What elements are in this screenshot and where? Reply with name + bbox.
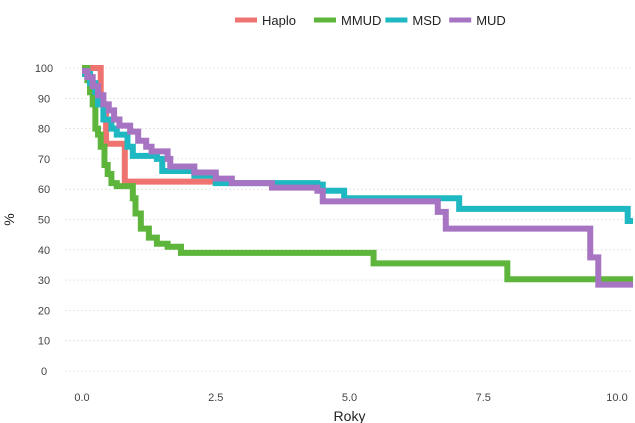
y-tick-label: 50 (38, 215, 50, 227)
x-tick-label: 5.0 (342, 392, 357, 404)
x-tick-label: 10.0 (606, 392, 627, 404)
y-tick-label: 20 (38, 305, 50, 317)
legend: Haplo MMUD MSD MUD (235, 13, 506, 28)
x-axis-title: Roky (334, 408, 366, 423)
y-tick-label: 100 (35, 63, 53, 75)
x-tick-label: 2.5 (208, 392, 223, 404)
y-tick-label: 60 (38, 184, 50, 196)
series-line-mud (82, 68, 634, 288)
y-tick-label: 80 (38, 124, 50, 136)
y-tick-label: 10 (38, 336, 50, 348)
y-tick-label: 0 (41, 366, 47, 378)
y-axis-title: % (1, 213, 17, 225)
series-line-msd (82, 71, 634, 225)
x-tick-label: 7.5 (476, 392, 491, 404)
y-tick-label: 30 (38, 275, 50, 287)
x-axis-ticks: 0.0 2.5 5.0 7.5 10.0 (74, 392, 627, 404)
y-tick-label: 40 (38, 245, 50, 257)
y-axis-ticks: 0 10 20 30 40 50 60 70 80 90 100 (35, 63, 53, 378)
series-line-mmud (82, 65, 634, 283)
legend-label-mud: MUD (476, 13, 506, 28)
grid (65, 67, 634, 372)
legend-label-mmud: MMUD (341, 13, 381, 28)
legend-label-haplo: Haplo (262, 13, 296, 28)
y-tick-label: 70 (38, 154, 50, 166)
legend-label-msd: MSD (412, 13, 441, 28)
series-layer (82, 65, 634, 288)
y-tick-label: 90 (38, 93, 50, 105)
series-line-haplo (82, 65, 232, 185)
x-tick-label: 0.0 (74, 392, 89, 404)
